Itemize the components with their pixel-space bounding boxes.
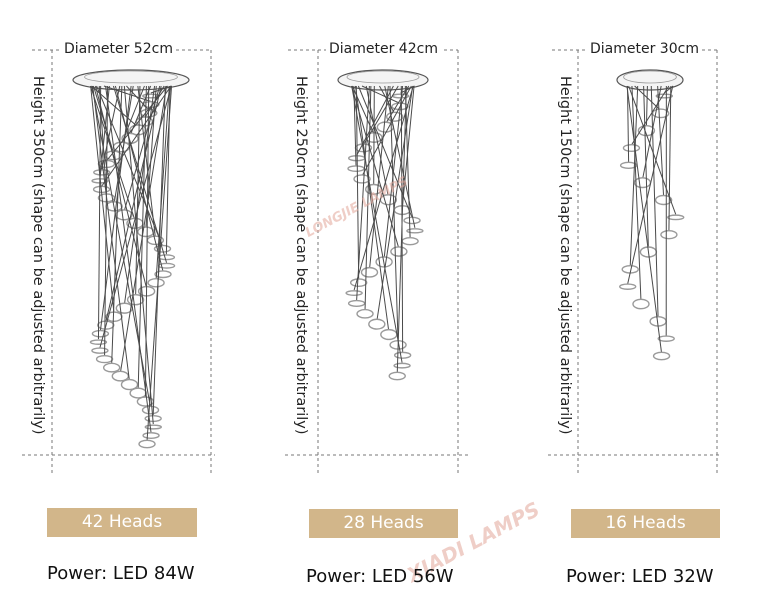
lamp-head [380, 328, 398, 341]
heads-badge-2: 28 Heads [309, 509, 458, 538]
lamp-head [393, 362, 411, 369]
lamp-head [388, 371, 406, 381]
chandelier-illustration-16-heads [616, 69, 685, 361]
lamp-head [651, 108, 670, 119]
lamp-head [360, 266, 379, 278]
lamp-head [353, 174, 371, 184]
lamp-head [142, 432, 160, 439]
lamp-head [120, 378, 139, 391]
diameter-label-1: Diameter 52cm [61, 41, 176, 57]
lamp-head [345, 290, 363, 296]
heads-badge-1: 42 Heads [47, 508, 197, 537]
lamp-head [390, 246, 408, 257]
lamp-head [141, 405, 160, 415]
lamp-head [652, 351, 671, 361]
lamp-head [406, 228, 424, 234]
lamp-head [356, 308, 374, 319]
ceiling-canopy [616, 69, 684, 91]
diameter-label-3: Diameter 30cm [587, 41, 702, 57]
lamp-head [632, 298, 650, 310]
lamp-head [115, 209, 133, 221]
power-label-3: Power: LED 32W [566, 566, 714, 587]
lamp-head [403, 216, 421, 225]
lamp-head [157, 254, 176, 261]
lamp-head [349, 278, 368, 288]
lamp-head [393, 351, 412, 359]
lamp-head [95, 354, 114, 364]
lamp-head [154, 270, 172, 279]
lamp-head [368, 318, 386, 330]
lamp-head [138, 439, 156, 449]
height-label-1: Height 350cm (shape can be adjusted arbi… [30, 76, 46, 435]
lamp-head [660, 229, 678, 240]
lamp-head [93, 169, 111, 176]
height-label-3: Height 150cm (shape can be adjusted arbi… [557, 76, 573, 435]
lamp-head [622, 143, 641, 153]
chandelier-illustration-28-heads [337, 69, 429, 381]
lamp-head [89, 339, 108, 345]
heads-badge-3: 16 Heads [571, 509, 720, 538]
lamp-head [619, 161, 638, 170]
ceiling-canopy [337, 69, 429, 91]
lamp-head [147, 277, 165, 288]
lamp-head [667, 214, 685, 221]
power-label-2: Power: LED 56W [306, 566, 454, 587]
power-label-1: Power: LED 84W [47, 563, 195, 584]
lamp-head [657, 335, 675, 342]
lamp-head [654, 194, 673, 206]
lamp-head [144, 424, 162, 430]
lamp-head [619, 283, 637, 290]
chandelier-illustration-42-heads [72, 69, 190, 449]
lamp-head [347, 299, 366, 308]
lamp-head [102, 362, 121, 373]
lamp-head [137, 226, 155, 238]
lamp-head [655, 93, 673, 99]
lamp-head [347, 165, 365, 172]
height-label-2: Height 250cm (shape can be adjusted arbi… [293, 76, 309, 435]
lamp-head [91, 347, 109, 354]
lamp-head [91, 329, 110, 338]
lamp-head [633, 177, 652, 189]
lamp-head [401, 236, 419, 246]
diameter-label-2: Diameter 42cm [326, 41, 441, 57]
